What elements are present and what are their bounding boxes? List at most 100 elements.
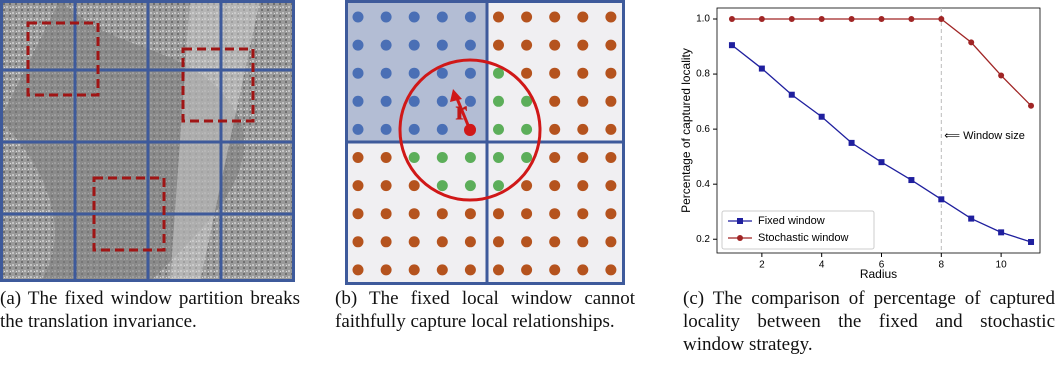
dot <box>605 96 616 107</box>
dot <box>437 40 448 51</box>
dot <box>409 152 420 163</box>
panel-b-diagram <box>345 0 625 285</box>
dot <box>437 236 448 247</box>
dot <box>605 264 616 275</box>
dot <box>549 236 560 247</box>
dot <box>493 208 504 219</box>
dot <box>605 12 616 23</box>
dot <box>381 68 392 79</box>
dot <box>353 96 364 107</box>
y-tick-label: 0.6 <box>696 124 710 135</box>
marker <box>908 177 914 183</box>
page: r2468100.20.40.60.81.0RadiusPercentage o… <box>0 0 1060 375</box>
dot <box>577 96 588 107</box>
dot <box>521 180 532 191</box>
dot <box>353 264 364 275</box>
marker <box>759 66 765 72</box>
dot <box>605 68 616 79</box>
marker <box>1028 103 1034 109</box>
marker <box>1028 239 1034 245</box>
dot <box>465 236 476 247</box>
dot <box>605 124 616 135</box>
legend-label: Stochastic window <box>758 232 849 244</box>
dot <box>577 180 588 191</box>
dot <box>521 208 532 219</box>
caption-a: (a) The fixed window partition breaks th… <box>0 287 300 333</box>
dot <box>605 152 616 163</box>
marker <box>968 216 974 222</box>
dot <box>493 12 504 23</box>
series-line <box>732 19 1031 106</box>
y-tick-label: 0.8 <box>696 69 710 80</box>
dot <box>549 12 560 23</box>
dot <box>521 68 532 79</box>
marker <box>789 92 795 98</box>
marker <box>737 235 743 241</box>
y-tick-label: 0.2 <box>696 234 710 245</box>
dot <box>465 152 476 163</box>
dot <box>521 124 532 135</box>
dot <box>577 208 588 219</box>
dot <box>353 68 364 79</box>
marker <box>759 16 765 22</box>
dot <box>353 152 364 163</box>
marker <box>737 218 743 224</box>
x-tick-label: 10 <box>996 260 1008 271</box>
marker <box>819 114 825 120</box>
marker <box>729 16 735 22</box>
x-axis-label: Radius <box>860 267 897 281</box>
dot <box>549 180 560 191</box>
dot <box>409 236 420 247</box>
x-tick-label: 8 <box>939 260 945 271</box>
dot <box>437 12 448 23</box>
dot <box>577 12 588 23</box>
dot <box>437 152 448 163</box>
dot <box>465 68 476 79</box>
window-size-label: ⟸ Window size <box>944 130 1025 142</box>
dot <box>549 208 560 219</box>
dot <box>381 264 392 275</box>
caption-b: (b) The fixed local window cannot faithf… <box>335 287 635 333</box>
dot <box>605 180 616 191</box>
dot <box>577 68 588 79</box>
marker <box>729 42 735 48</box>
dot <box>549 96 560 107</box>
dot <box>437 124 448 135</box>
marker <box>849 140 855 146</box>
dot <box>409 12 420 23</box>
dot <box>381 180 392 191</box>
dot <box>353 236 364 247</box>
dot <box>381 152 392 163</box>
dot <box>521 152 532 163</box>
dot <box>493 124 504 135</box>
dot <box>493 40 504 51</box>
dot <box>409 208 420 219</box>
dot <box>409 124 420 135</box>
dot <box>437 180 448 191</box>
dot <box>409 180 420 191</box>
y-tick-label: 0.4 <box>696 179 710 190</box>
x-tick-label: 4 <box>819 260 825 271</box>
dot <box>353 40 364 51</box>
dot <box>437 68 448 79</box>
dot <box>353 124 364 135</box>
dot <box>577 124 588 135</box>
legend-label: Fixed window <box>758 215 825 227</box>
dot <box>577 40 588 51</box>
dot <box>353 12 364 23</box>
dot <box>353 208 364 219</box>
x-tick-label: 2 <box>759 260 765 271</box>
dot <box>549 40 560 51</box>
dot <box>549 152 560 163</box>
dot <box>409 264 420 275</box>
marker <box>938 16 944 22</box>
dot <box>409 40 420 51</box>
y-axis-label: Percentage of captured locality <box>679 48 693 213</box>
marker <box>819 16 825 22</box>
caption-c: (c) The comparison of percentage of capt… <box>683 287 1055 356</box>
dot <box>353 180 364 191</box>
dot <box>605 236 616 247</box>
dot <box>381 12 392 23</box>
marker <box>998 229 1004 235</box>
